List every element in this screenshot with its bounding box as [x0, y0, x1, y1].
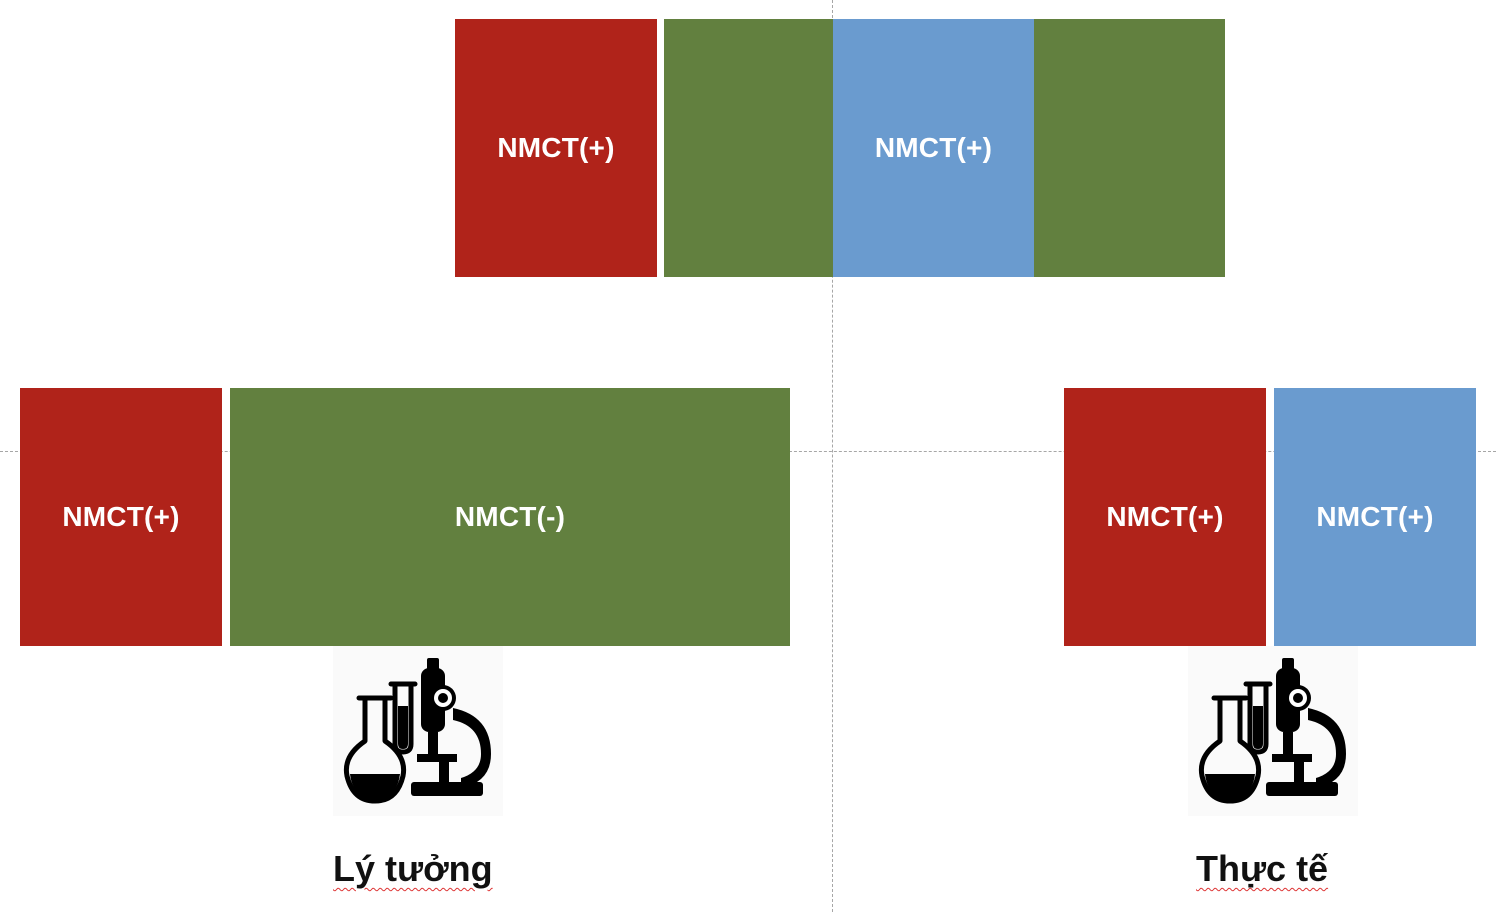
lab-flask-microscope-icon-right	[1188, 646, 1358, 816]
vertical-guide-line	[832, 0, 833, 912]
caption-ideal: Lý tưởng	[333, 848, 493, 889]
caption-reality: Thực tế	[1196, 848, 1329, 889]
top-block-red: NMCT(+)	[455, 19, 657, 277]
top-block-green-1	[664, 19, 833, 277]
lab-flask-microscope-icon	[333, 646, 503, 816]
top-block-green-2	[1034, 19, 1225, 277]
left-block-green: NMCT(-)	[230, 388, 790, 646]
right-block-blue: NMCT(+)	[1274, 388, 1476, 646]
right-block-red: NMCT(+)	[1064, 388, 1266, 646]
left-block-red: NMCT(+)	[20, 388, 222, 646]
top-block-blue: NMCT(+)	[833, 19, 1034, 277]
